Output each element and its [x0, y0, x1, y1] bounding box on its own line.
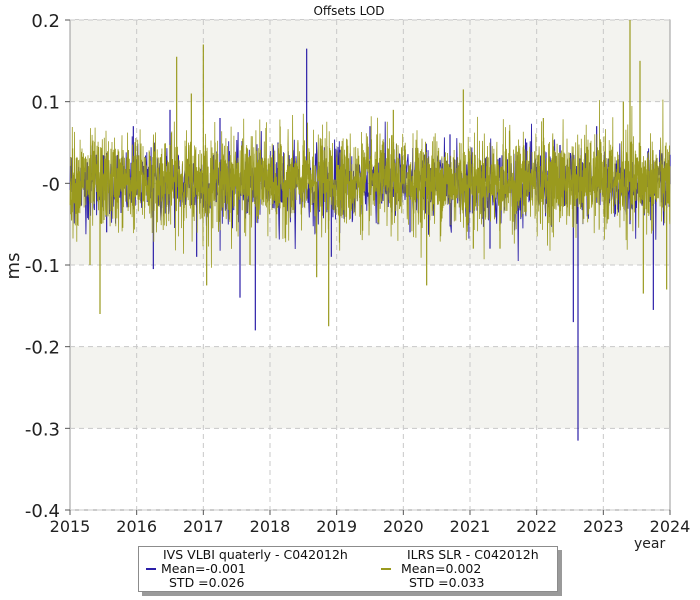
y-tick-label: 0.2: [31, 11, 60, 32]
y-axis-label: ms: [3, 253, 24, 280]
y-tick-label: -0.3: [25, 419, 60, 440]
x-tick-label: 2015: [50, 517, 91, 536]
background-band: [70, 20, 670, 102]
x-tick-label: 2022: [516, 517, 557, 536]
y-axis-ticks: 0.2 0.1 -0 -0.1 -0.2 -0.3 -0.4: [25, 11, 70, 522]
x-tick-label: 2023: [583, 517, 624, 536]
x-tick-label: 2020: [383, 517, 424, 536]
y-tick-label: -0.1: [25, 256, 60, 277]
legend-mean: Mean=0.002: [401, 561, 482, 576]
legend-std: STD =0.026: [169, 575, 245, 590]
x-tick-label: 2018: [250, 517, 291, 536]
x-axis-label: year: [634, 536, 665, 552]
chart-title: Offsets LOD: [313, 4, 384, 18]
legend-std: STD =0.033: [409, 575, 485, 590]
series-line: [69, 99, 671, 268]
x-tick-label: 2024: [650, 517, 691, 536]
legend-swatch-vlbi: [146, 568, 156, 570]
x-axis-ticks: 2015 2016 2017 2018 2019 2020 2021 2022 2023 2024: [50, 510, 691, 536]
y-tick-label: -0.4: [25, 501, 60, 522]
x-tick-label: 2017: [183, 517, 224, 536]
background-bands: [70, 20, 670, 429]
y-tick-label: 0.1: [31, 93, 60, 114]
legend-series-name: ILRS SLR - C042012h: [407, 547, 539, 562]
background-band: [70, 346, 670, 429]
y-tick-label: -0: [42, 174, 60, 195]
x-tick-label: 2016: [116, 517, 157, 536]
y-tick-label: -0.2: [25, 338, 60, 359]
legend: IVS VLBI quaterly - C042012h Mean=-0.001…: [138, 546, 558, 592]
legend-swatch-slr: [381, 568, 391, 570]
series-group: [69, 20, 671, 441]
x-tick-label: 2021: [450, 517, 491, 536]
legend-series-name: IVS VLBI quaterly - C042012h: [163, 547, 348, 562]
legend-mean: Mean=-0.001: [161, 561, 246, 576]
x-tick-label: 2019: [316, 517, 357, 536]
